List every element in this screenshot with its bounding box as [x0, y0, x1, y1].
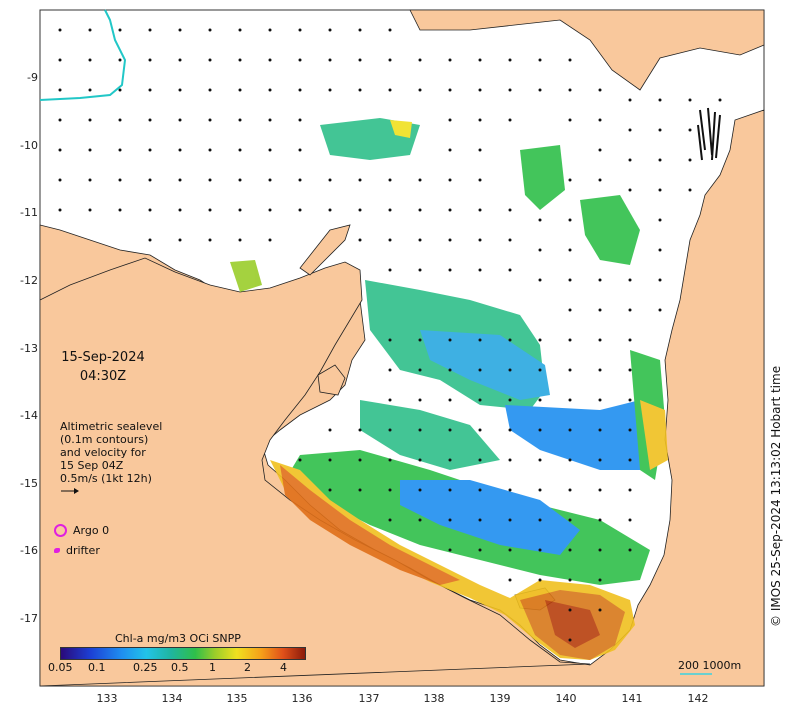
svg-text:141: 141	[622, 692, 643, 705]
colorbar-label: 2	[244, 661, 251, 674]
drifter-icon	[54, 548, 60, 553]
date-text: 15-Sep-2024	[61, 350, 145, 365]
wessel-islands	[299, 224, 351, 276]
svg-text:-16: -16	[20, 544, 38, 557]
argo-label: Argo 0	[73, 524, 110, 537]
svg-text:-12: -12	[20, 274, 38, 287]
colorbar-title: Chl-a mg/m3 OCi SNPP	[115, 632, 241, 645]
colorbar-label: 0.25	[133, 661, 158, 674]
svg-text:142: 142	[688, 692, 709, 705]
colorbar	[60, 647, 306, 660]
colorbar-label: 0.05	[48, 661, 73, 674]
svg-text:136: 136	[292, 692, 313, 705]
drifter-tracks	[697, 107, 721, 161]
copyright-text: © IMOS 25-Sep-2024 13:13:02 Hobart time	[769, 365, 783, 627]
svg-text:-11: -11	[20, 206, 38, 219]
svg-text:134: 134	[162, 692, 183, 705]
svg-text:-15: -15	[20, 477, 38, 490]
svg-text:-14: -14	[20, 409, 38, 422]
svg-text:133: 133	[97, 692, 118, 705]
legend-line-2: (0.1m contours)	[60, 433, 149, 446]
arnhem-land	[39, 257, 591, 687]
scale-bar-label: 200 1000m	[678, 659, 742, 672]
sealevel-contour	[39, 9, 127, 101]
svg-text:-9: -9	[27, 71, 38, 84]
argo-icon	[54, 524, 67, 537]
svg-text:135: 135	[227, 692, 248, 705]
legend-line-5: 0.5m/s (1kt 12h)	[60, 472, 152, 485]
velocity-arrow-icon	[61, 488, 79, 494]
groote-eylandt	[317, 364, 346, 396]
svg-text:139: 139	[490, 692, 511, 705]
date-label: 15-Sep-2024 04:30Z	[60, 348, 146, 386]
velocity-field	[58, 28, 722, 642]
colorbar-label: 4	[280, 661, 287, 674]
scale-bar-line	[680, 673, 712, 675]
svg-text:-17: -17	[20, 612, 38, 625]
argo-legend: Argo 0	[54, 524, 109, 537]
svg-text:140: 140	[556, 692, 577, 705]
svg-text:138: 138	[424, 692, 445, 705]
colorbar-label: 1	[209, 661, 216, 674]
drifter-label: drifter	[66, 544, 100, 557]
new-guinea-land	[409, 9, 765, 91]
lon-axis: 133 134 135 136 137 138 139 140 141 142	[97, 692, 709, 705]
chlorophyll-layer	[230, 118, 668, 660]
svg-text:-10: -10	[20, 139, 38, 152]
time-text: 04:30Z	[79, 369, 127, 384]
lat-axis: -9 -10 -11 -12 -13 -14 -15 -16 -17	[20, 71, 38, 625]
svg-text:-13: -13	[20, 342, 38, 355]
legend-line-1: Altimetric sealevel	[60, 420, 163, 433]
colorbar-label: 0.5	[171, 661, 189, 674]
svg-text:137: 137	[359, 692, 380, 705]
legend-line-3: and velocity for	[60, 446, 146, 459]
legend-line-4: 15 Sep 04Z	[60, 459, 124, 472]
colorbar-labels: 0.05 0.1 0.25 0.5 1 2 4	[48, 661, 318, 675]
drifter-legend: drifter	[54, 544, 100, 557]
velocity-legend: Altimetric sealevel (0.1m contours) and …	[60, 420, 180, 498]
colorbar-label: 0.1	[88, 661, 106, 674]
